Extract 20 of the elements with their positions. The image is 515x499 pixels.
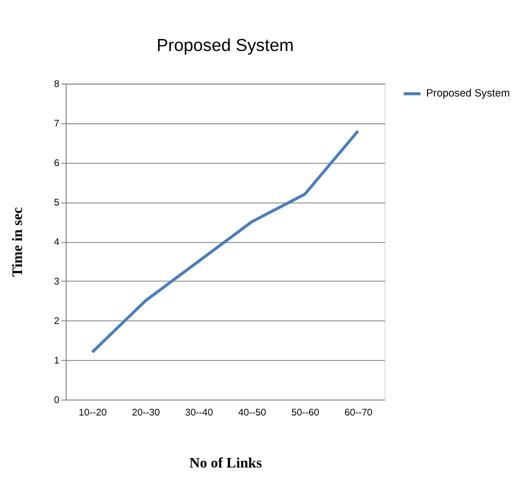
- legend-label: Proposed System: [426, 88, 510, 100]
- y-tick-label: 7: [54, 118, 60, 130]
- y-tick-label: 8: [54, 78, 60, 90]
- line-series: [90, 130, 360, 354]
- chart-title: Proposed System: [156, 34, 294, 55]
- x-tick-label: 50--60: [291, 408, 320, 419]
- y-tick-label: 2: [54, 316, 60, 327]
- x-tick-label: 30--40: [185, 408, 214, 419]
- x-tick-label: 10--20: [78, 408, 107, 419]
- y-tick-label: 0: [54, 394, 60, 406]
- x-axis-title: No of Links: [189, 456, 262, 472]
- y-tick-label: 5: [54, 197, 60, 208]
- x-tick-label: 60--70: [344, 408, 372, 419]
- x-tick-label: 20--30: [132, 408, 160, 419]
- y-axis-title: Time in sec: [10, 206, 26, 277]
- y-tick-label: 3: [54, 276, 60, 288]
- y-tick-label: 4: [54, 236, 60, 248]
- x-tick-label: 40--50: [238, 408, 266, 419]
- y-tick-label: 6: [54, 158, 60, 169]
- y-tick-label: 1: [54, 355, 60, 366]
